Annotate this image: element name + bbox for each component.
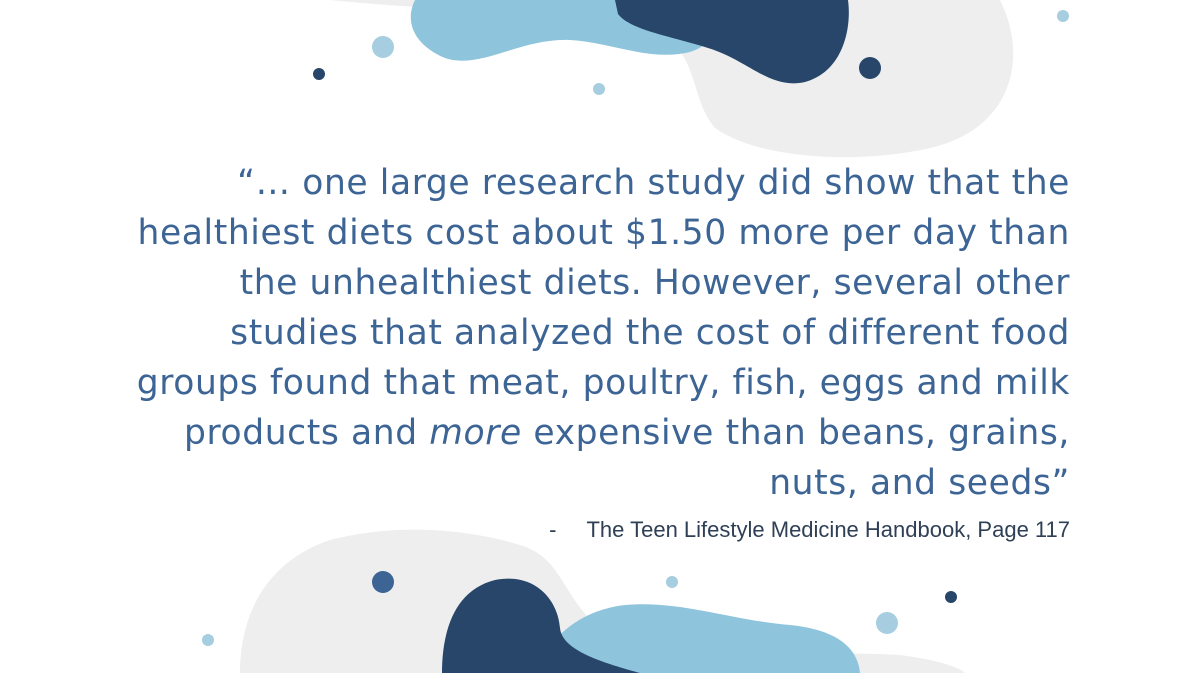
attribution-source: The Teen Lifestyle Medicine Handbook, Pa… <box>586 517 1070 542</box>
quote-line-6-end: expensive than beans, grains, <box>521 413 1070 453</box>
quote-emphasis: more <box>429 413 522 453</box>
dot-icon <box>876 612 898 634</box>
dot-icon <box>945 591 957 603</box>
dot-icon <box>372 36 394 58</box>
dot-icon <box>372 571 394 593</box>
quote-block: “… one large research study did show tha… <box>60 158 1070 508</box>
dot-icon <box>593 83 605 95</box>
dot-icon <box>1057 10 1069 22</box>
quote-line-4: studies that analyzed the cost of differ… <box>230 313 1070 353</box>
dot-icon <box>313 68 325 80</box>
quote-line-1: “… one large research study did show tha… <box>237 163 1070 203</box>
dot-icon <box>859 57 881 79</box>
attribution: - The Teen Lifestyle Medicine Handbook, P… <box>300 515 1070 545</box>
quote-line-7: nuts, and seeds” <box>769 463 1070 503</box>
quote-line-5: groups found that meat, poultry, fish, e… <box>136 363 1070 403</box>
quote-line-2: healthiest diets cost about $1.50 more p… <box>137 213 1070 253</box>
bottom-lightblue-blob <box>535 604 860 673</box>
quote-line-3: the unhealthiest diets. However, several… <box>239 263 1070 303</box>
quote-line-6-start: products and <box>183 413 430 453</box>
bottom-gray-blob <box>240 529 965 673</box>
quote-line-6: products and more expensive than beans, … <box>60 408 1070 458</box>
dot-icon <box>202 634 214 646</box>
top-navy-blob <box>615 0 849 84</box>
bottom-navy-blob <box>442 578 640 673</box>
attribution-dash: - <box>549 517 557 542</box>
dot-icon <box>666 576 678 588</box>
